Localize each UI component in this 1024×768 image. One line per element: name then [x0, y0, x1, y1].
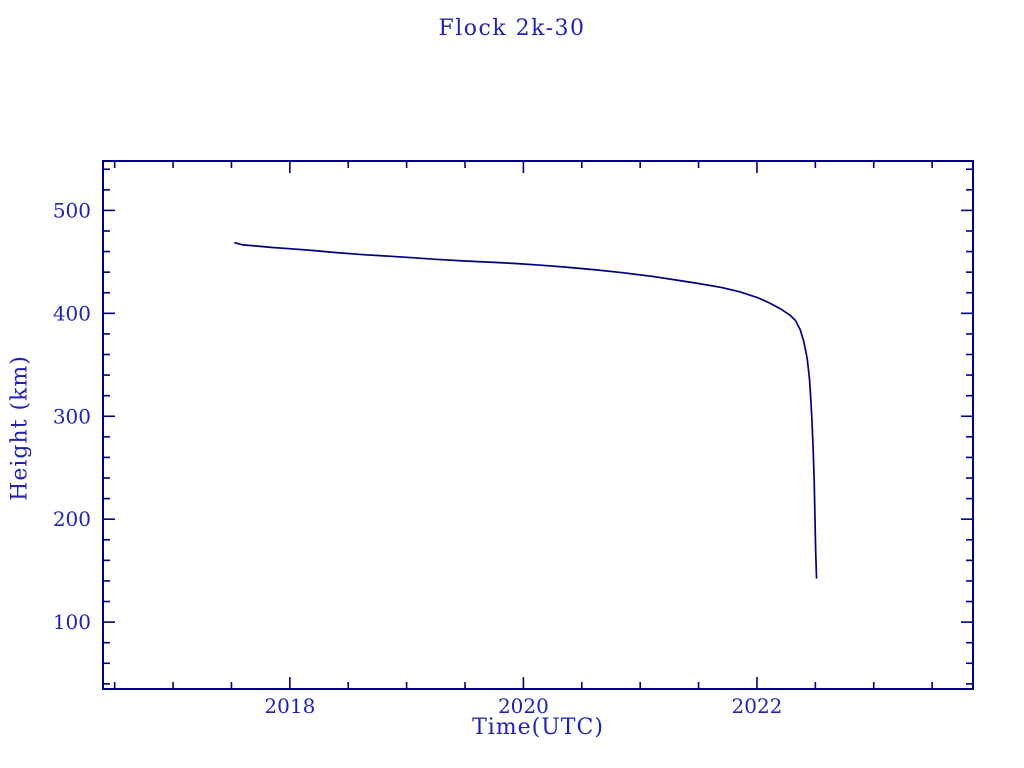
y-tick-label: 300 — [53, 404, 91, 428]
y-tick-label: 400 — [53, 301, 91, 325]
x-tick-label: 2020 — [498, 694, 549, 718]
x-tick-label: 2018 — [264, 694, 315, 718]
x-axis-label: Time(UTC) — [472, 715, 604, 740]
y-tick-label: 500 — [53, 198, 91, 222]
x-tick-label: 2022 — [732, 694, 783, 718]
chart-title: Flock 2k-30 — [438, 16, 586, 41]
y-tick-label: 200 — [53, 507, 91, 531]
plot-area — [102, 160, 974, 690]
decay-curve — [234, 241, 818, 579]
y-tick-label: 100 — [53, 610, 91, 634]
